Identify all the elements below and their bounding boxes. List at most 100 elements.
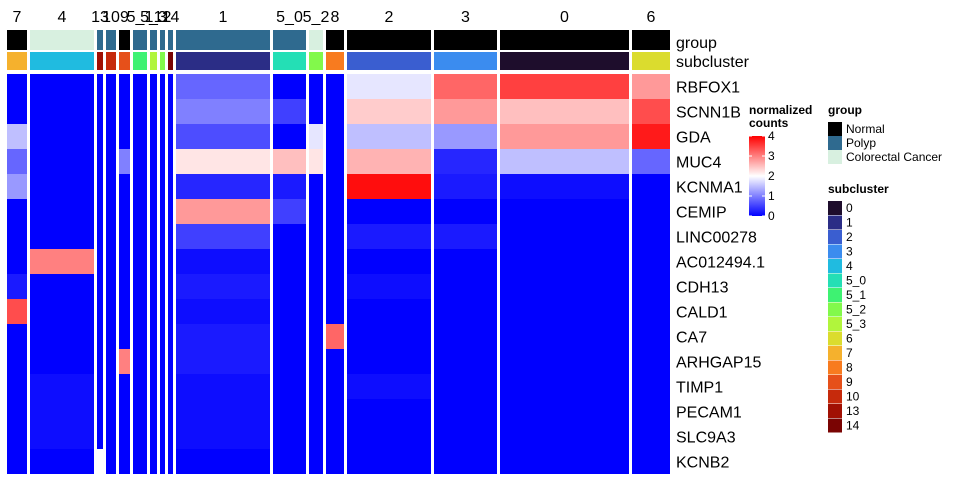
group-annotation-cell: [309, 30, 323, 50]
subcluster-legend-label: 5_2: [846, 303, 866, 317]
heatmap-cell: [434, 74, 497, 99]
heatmap-cell: [168, 149, 173, 174]
subcluster-annotation-cell: [97, 52, 103, 70]
heatmap-cell: [30, 74, 94, 99]
heatmap-cell: [30, 174, 94, 199]
heatmap-cell: [176, 74, 270, 99]
heatmap-cell: [434, 174, 497, 199]
heatmap-cell: [434, 199, 497, 224]
heatmap-cell: [150, 274, 157, 299]
subcluster-annotation-cell: [168, 52, 173, 70]
legends: normalizedcounts43210groupNormalPolypCol…: [749, 103, 942, 433]
heatmap-cell: [106, 249, 116, 274]
heatmap-cell: [150, 324, 157, 349]
heatmap-cell: [133, 124, 147, 149]
heatmap-cell: [133, 149, 147, 174]
gene-label: KCNMA1: [676, 180, 743, 197]
heatmap-cell: [500, 449, 629, 474]
heatmap-cell: [176, 224, 270, 249]
gene-label: CA7: [676, 330, 707, 347]
heatmap-cell: [168, 374, 173, 399]
gene-label: CEMIP: [676, 205, 727, 222]
heatmap-cell: [347, 149, 431, 174]
heatmap-cell: [632, 174, 670, 199]
heatmap-cell: [30, 299, 94, 324]
subcluster-legend-label: 9: [846, 375, 853, 389]
heatmap-cell: [7, 324, 27, 349]
group-annotation-cell: [133, 30, 147, 50]
heatmap-cell: [168, 449, 173, 474]
heatmap-cell: [168, 274, 173, 299]
group-legend-label: Colorectal Cancer: [846, 150, 942, 164]
heatmap-cell: [97, 449, 103, 474]
heatmap-cell: [500, 174, 629, 199]
subcluster-legend-swatch: [828, 418, 842, 433]
subcluster-legend-label: 7: [846, 346, 853, 360]
gene-label: TIMP1: [676, 380, 723, 397]
heatmap-cell: [97, 224, 103, 249]
color-legend-title: counts: [749, 116, 789, 130]
heatmap-cell: [347, 374, 431, 399]
heatmap-cell: [309, 74, 323, 99]
heatmap-cell: [150, 424, 157, 449]
heatmap-cell: [160, 199, 165, 224]
annotation-bars: [7, 30, 670, 70]
heatmap-cell: [273, 74, 306, 99]
heatmap-cell: [119, 324, 130, 349]
gene-label: ARHGAP15: [676, 355, 761, 372]
color-tick-label: 3: [768, 149, 775, 163]
heatmap-cell: [434, 99, 497, 124]
heatmap-cell: [434, 399, 497, 424]
gene-label: AC012494.1: [676, 255, 765, 272]
subcluster-annotation-cell: [176, 52, 270, 70]
subcluster-legend-swatch: [828, 302, 842, 317]
heatmap-cell: [309, 399, 323, 424]
subcluster-annotation-cell: [30, 52, 94, 70]
heatmap-cell: [273, 374, 306, 399]
heatmap-cell: [273, 274, 306, 299]
heatmap-cell: [273, 324, 306, 349]
heatmap-cell: [119, 399, 130, 424]
heatmap-cell: [106, 274, 116, 299]
heatmap-cell: [309, 349, 323, 374]
heatmap-cell: [133, 224, 147, 249]
heatmap-cell: [347, 349, 431, 374]
heatmap-cell: [7, 374, 27, 399]
heatmap-cell: [106, 449, 116, 474]
subcluster-legend-label: 2: [846, 230, 853, 244]
heatmap-cell: [500, 374, 629, 399]
heatmap-cell: [150, 99, 157, 124]
gene-label: LINC00278: [676, 230, 757, 247]
heatmap-cell: [7, 299, 27, 324]
column-label: 5_3: [140, 9, 167, 26]
heatmap-cell: [273, 224, 306, 249]
subcluster-legend-label: 10: [846, 390, 860, 404]
heatmap-cell: [150, 124, 157, 149]
heatmap-cell: [632, 199, 670, 224]
group-annotation-cell: [176, 30, 270, 50]
heatmap-cell: [133, 449, 147, 474]
heatmap-cell: [150, 249, 157, 274]
heatmap-cell: [160, 449, 165, 474]
heatmap-cell: [97, 174, 103, 199]
heatmap-cell: [97, 324, 103, 349]
column-label: 5_2: [303, 9, 330, 26]
subcluster-annotation-cell: [106, 52, 116, 70]
subcluster-legend-label: 3: [846, 245, 853, 259]
annotation-row-labels: group subcluster: [676, 35, 750, 71]
heatmap-cell: [168, 299, 173, 324]
group-annotation-cell: [30, 30, 94, 50]
heatmap-cell: [150, 449, 157, 474]
heatmap-cell: [119, 149, 130, 174]
heatmap-cell: [97, 74, 103, 99]
heatmap-cell: [160, 324, 165, 349]
heatmap-cell: [160, 349, 165, 374]
gene-label: MUC4: [676, 155, 721, 172]
subcluster-legend-label: 5_1: [846, 288, 866, 302]
subcluster-legend-swatch: [828, 331, 842, 346]
subcluster-legend-swatch: [828, 244, 842, 259]
column-label: 14: [162, 9, 180, 26]
heatmap-cell: [97, 374, 103, 399]
color-tick-label: 2: [768, 169, 775, 183]
